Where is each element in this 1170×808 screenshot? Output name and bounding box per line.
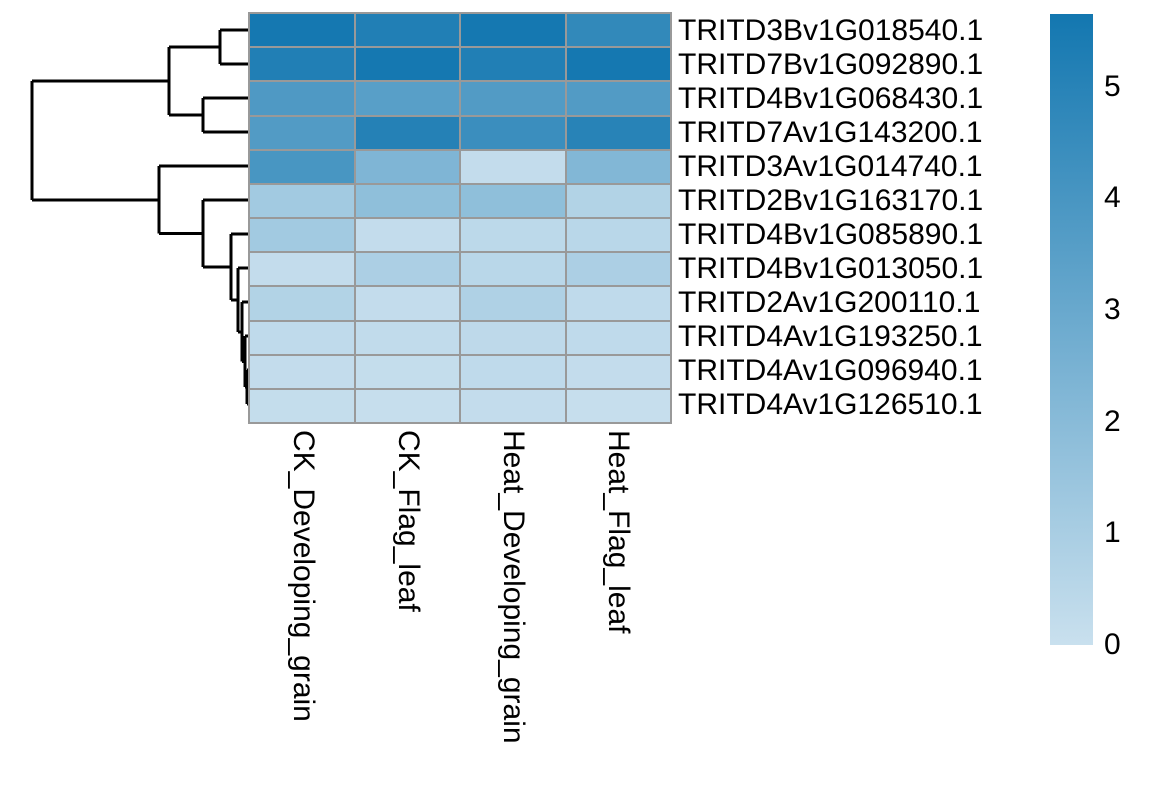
heatmap-cell — [355, 219, 459, 252]
heatmap-cell — [566, 355, 670, 388]
heatmap-grid — [248, 12, 672, 424]
heatmap-cell — [461, 389, 565, 422]
row-label: TRITD3Bv1G018540.1 — [678, 14, 984, 47]
heatmap-cell — [355, 287, 459, 320]
heatmap-cell — [250, 355, 354, 388]
heatmap-cell — [566, 253, 670, 286]
heatmap-cell — [566, 48, 670, 81]
row-label: TRITD7Bv1G092890.1 — [678, 48, 984, 81]
heatmap-cell — [461, 14, 565, 47]
colorbar-gradient — [1050, 14, 1093, 645]
column-label: Heat_Flag_leaf — [601, 430, 635, 634]
heatmap-cell — [566, 14, 670, 47]
heatmap-cell — [566, 150, 670, 183]
heatmap-cell — [250, 321, 354, 354]
heatmap-cell — [250, 116, 354, 149]
heatmap-cell — [355, 116, 459, 149]
column-label: CK_Flag_leaf — [391, 430, 425, 612]
heatmap-cell — [461, 184, 565, 217]
heatmap-cell — [250, 48, 354, 81]
heatmap-cell — [461, 355, 565, 388]
heatmap-cell — [355, 82, 459, 115]
heatmap-cell — [566, 321, 670, 354]
row-label: TRITD3Av1G014740.1 — [678, 150, 983, 183]
colorbar-tick-label: 4 — [1104, 181, 1121, 215]
row-label: TRITD7Av1G143200.1 — [678, 116, 983, 149]
row-label: TRITD2Bv1G163170.1 — [678, 184, 984, 217]
heatmap-cell — [250, 184, 354, 217]
colorbar-tick-label: 5 — [1104, 69, 1121, 103]
heatmap-cell — [250, 14, 354, 47]
heatmap-cell — [355, 48, 459, 81]
heatmap-cell — [250, 389, 354, 422]
heatmap-cell — [566, 184, 670, 217]
heatmap-cell — [566, 219, 670, 252]
row-label: TRITD4Bv1G068430.1 — [678, 82, 984, 115]
row-label: TRITD4Av1G193250.1 — [678, 320, 983, 353]
heatmap-cell — [566, 287, 670, 320]
heatmap-cell — [250, 219, 354, 252]
heatmap-cell — [250, 150, 354, 183]
heatmap-cell — [461, 150, 565, 183]
row-label: TRITD4Av1G096940.1 — [678, 354, 983, 387]
heatmap-cell — [461, 48, 565, 81]
heatmap-cell — [250, 287, 354, 320]
heatmap-cell — [355, 321, 459, 354]
row-label: TRITD4Av1G126510.1 — [678, 388, 983, 421]
heatmap-cell — [461, 116, 565, 149]
heatmap-cell — [566, 389, 670, 422]
heatmap-cell — [355, 389, 459, 422]
heatmap-cell — [250, 82, 354, 115]
row-label: TRITD4Bv1G013050.1 — [678, 252, 984, 285]
heatmap-cell — [461, 287, 565, 320]
column-label: CK_Developing_grain — [286, 430, 320, 722]
row-label: TRITD2Av1G200110.1 — [678, 286, 981, 319]
colorbar-tick-label: 0 — [1104, 628, 1121, 661]
heatmap-cell — [461, 321, 565, 354]
heatmap-cell — [355, 253, 459, 286]
column-label: Heat_Developing_grain — [496, 430, 530, 744]
heatmap-cell — [566, 116, 670, 149]
heatmap-cell — [250, 253, 354, 286]
colorbar-tick-label: 2 — [1104, 404, 1121, 438]
heatmap-cell — [355, 355, 459, 388]
heatmap-cell — [355, 150, 459, 183]
heatmap-cell — [355, 184, 459, 217]
heatmap-cell — [461, 253, 565, 286]
row-label: TRITD4Bv1G085890.1 — [678, 218, 984, 251]
heatmap-cell — [461, 219, 565, 252]
heatmap-cell — [566, 82, 670, 115]
heatmap-cell — [461, 82, 565, 115]
colorbar-tick-label: 3 — [1104, 292, 1121, 326]
colorbar-tick-label: 1 — [1104, 516, 1121, 550]
heatmap-cell — [355, 14, 459, 47]
